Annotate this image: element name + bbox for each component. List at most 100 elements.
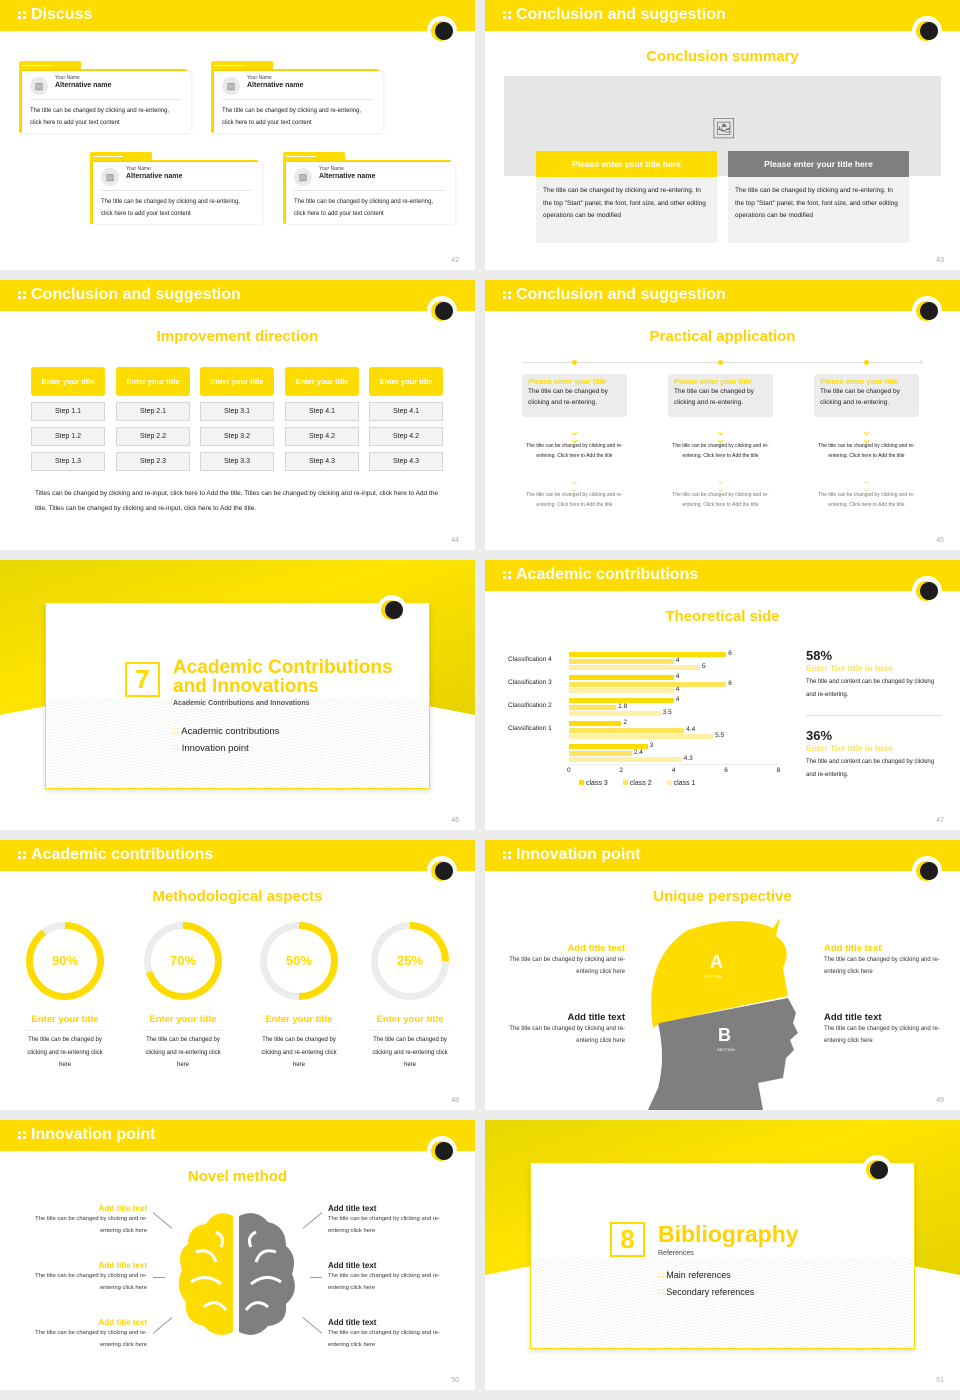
app-box[interactable]: Please enter your title The title can be … (814, 374, 919, 417)
bar-value-label: 3 (649, 742, 654, 749)
bar[interactable] (569, 757, 682, 762)
bar[interactable] (569, 688, 674, 693)
page-number: 50 (451, 1377, 459, 1384)
connector-line (302, 1317, 323, 1334)
logo-icon (427, 856, 457, 886)
app-box[interactable]: Please enter your title The title can be … (668, 374, 773, 417)
profile-card[interactable]: ▨ Your Name Alternative name The title can … (283, 152, 455, 224)
bullet-item[interactable]: ∷ Main references (658, 1270, 731, 1280)
profile-card[interactable]: ▨ Your Name Alternative name The title can … (211, 61, 383, 133)
slide-header: Conclusion and suggestion (485, 0, 960, 31)
slide-48-methodological-aspects[interactable]: Academic contributions Methodological as… (0, 840, 475, 1110)
dots-icon (18, 11, 26, 19)
legend-item[interactable]: class 1 (666, 780, 695, 787)
bar-value-label: 4.3 (683, 755, 693, 762)
slide-46-section-7[interactable]: 7 Academic Contributions and Innovations … (0, 560, 475, 830)
wave-pattern (46, 698, 429, 788)
slide-43-conclusion-summary[interactable]: Conclusion and suggestion Conclusion sum… (485, 0, 960, 270)
connector-line (153, 1277, 165, 1278)
connector-line (152, 1317, 173, 1334)
profile-card[interactable]: ▨ Your Name Alternative name The title can … (90, 152, 262, 224)
wave-pattern (531, 1258, 914, 1348)
slide-45-practical-application[interactable]: Conclusion and suggestion Practical appl… (485, 280, 960, 550)
timeline-dot (718, 360, 723, 365)
page-number: 47 (936, 817, 944, 824)
bullet-item[interactable]: ∷ Academic contributions (173, 726, 280, 737)
app-box[interactable]: Please enter your title The title can be … (522, 374, 627, 417)
panel-text: The title can be changed by clicking and… (728, 177, 909, 243)
step-column: Enter your title Step 4.1 Step 4.2 Step 4.3 (285, 367, 359, 471)
bar-value-label: 2 (623, 719, 628, 726)
header-title: Conclusion and suggestion (516, 6, 726, 23)
slide-header: Academic contributions (0, 840, 475, 871)
text-block: Add title text The title can be changed b… (509, 943, 625, 975)
dots-icon (503, 571, 511, 579)
arrow-right-icon: › (920, 357, 923, 366)
logo-icon (912, 576, 942, 606)
slide-header: Conclusion and suggestion (0, 280, 475, 311)
bar[interactable] (569, 750, 632, 756)
logo-icon (912, 856, 942, 886)
slide-49-unique-perspective[interactable]: Innovation point Unique perspective A SE… (485, 840, 960, 1110)
text-block: Add title text The title can be changed b… (328, 1204, 440, 1234)
slide-header: Academic contributions (485, 560, 960, 591)
bar[interactable] (569, 681, 727, 687)
bar-value-label: 1.8 (618, 702, 628, 710)
bar[interactable] (569, 734, 714, 739)
chart-legend: class 3 class 2 class 1 (579, 780, 695, 787)
bar[interactable] (569, 744, 648, 749)
slide-50-novel-method[interactable]: Innovation point Novel method Add title … (0, 1120, 475, 1390)
slide-subtitle: Improvement direction (156, 328, 319, 345)
chevron-down-icon: ⌄ ⌄ (715, 473, 726, 495)
bar[interactable] (569, 704, 617, 710)
category-label: Classification 2 (508, 702, 552, 709)
header-title: Conclusion and suggestion (516, 286, 726, 303)
timeline-dot (572, 360, 577, 365)
slide-51-section-8[interactable]: 8 Bibliography References ∷ Main referen… (485, 1120, 960, 1390)
progress-donut: 50% (260, 922, 338, 1000)
bar[interactable] (569, 675, 674, 680)
bar[interactable] (569, 658, 674, 664)
text-block: Add title text The title can be changed b… (509, 1012, 625, 1044)
bar-value-label: 4 (675, 696, 680, 703)
bar[interactable] (569, 727, 685, 733)
image-placeholder-icon: ▨ (101, 168, 119, 186)
header-title: Academic contributions (31, 846, 214, 863)
chevron-down-icon: ⌄ ⌄ (569, 473, 580, 495)
slide-47-theoretical-side[interactable]: Academic contributions Theoretical side … (485, 560, 960, 830)
bullet-item[interactable]: ∷ Innovation point (173, 743, 249, 754)
slide-42-discuss[interactable]: Discuss ▨ Your Name Alternative name The ti… (0, 0, 475, 270)
text-block: Add title text The title can be changed b… (35, 1204, 147, 1234)
slide-44-improvement-direction[interactable]: Conclusion and suggestion Improvement di… (0, 280, 475, 550)
text-block: Add title text The title can be changed b… (824, 943, 940, 975)
dots-icon (18, 291, 26, 299)
header-title: Innovation point (31, 1126, 156, 1143)
bar-value-label: 3.5 (662, 709, 672, 716)
donut-title: Enter your title (265, 1014, 333, 1025)
progress-donut: 90% (26, 922, 104, 1000)
slide-header: Innovation point (0, 1120, 475, 1151)
legend-item[interactable]: class 2 (622, 780, 652, 787)
legend-item[interactable]: class 3 (579, 780, 608, 787)
bar-value-label: 4 (675, 656, 680, 664)
donut-title: Enter your title (376, 1014, 444, 1025)
section-bullets: ∷ Academic contributions ∷ Innovation po… (173, 723, 279, 757)
connector-line (310, 1277, 322, 1278)
bar-value-label: 6 (728, 650, 732, 657)
panel-text: The title can be changed by clicking and… (536, 177, 717, 243)
bar[interactable] (569, 698, 674, 703)
bullet-item[interactable]: ∷ Secondary references (658, 1287, 755, 1297)
step-column: Enter your title Step 3.1 Step 3.2 Step 3.3 (200, 367, 274, 471)
stat-block: 36% Enter The title in here The title an… (806, 728, 935, 778)
bar[interactable] (569, 721, 622, 726)
image-placeholder-icon: ▨ (30, 77, 48, 95)
bar[interactable] (569, 711, 661, 716)
bar-value-label: 4 (675, 686, 680, 693)
section-a-label: A (710, 952, 723, 972)
bar[interactable] (569, 665, 700, 670)
bar-value-label: 5 (702, 663, 706, 670)
section-subtitle: Academic Contributions and Innovations (173, 700, 310, 707)
profile-card[interactable]: ▨ Your Name Alternative name The title can … (19, 61, 191, 133)
page-number: 48 (451, 1097, 459, 1104)
bar[interactable] (569, 652, 727, 657)
